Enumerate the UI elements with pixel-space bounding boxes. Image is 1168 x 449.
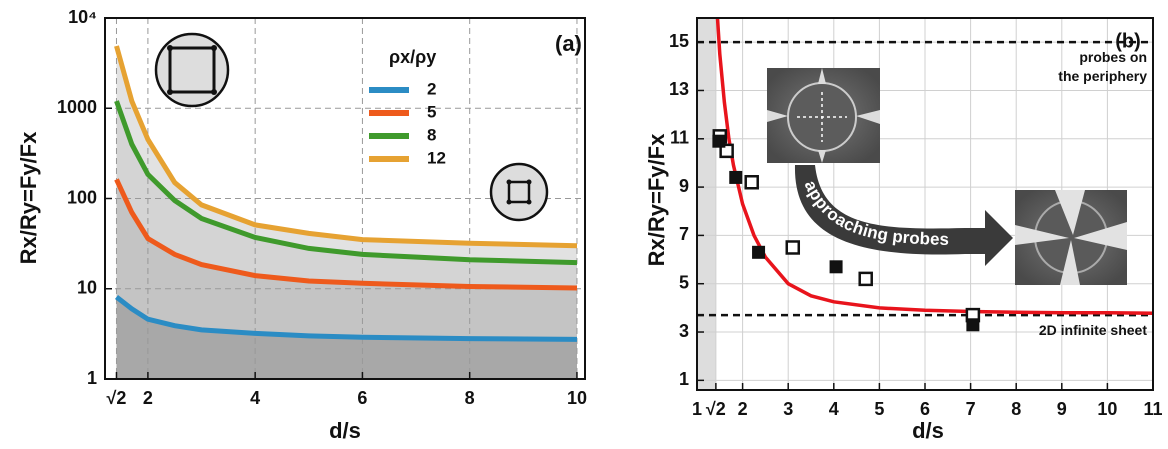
y-tick-label: 1000 xyxy=(57,97,97,117)
series-line xyxy=(114,295,578,342)
plot-area xyxy=(105,18,585,379)
y-tick-label: 13 xyxy=(669,79,689,99)
series-line xyxy=(114,45,578,249)
x-tick-label: 2 xyxy=(738,399,748,419)
series-line xyxy=(114,178,578,291)
series-line xyxy=(114,100,578,266)
x-axis-label: d/s xyxy=(912,418,944,443)
x-axis-label: d/s xyxy=(329,418,361,443)
x-tick-label: 7 xyxy=(966,399,976,419)
sem-image-wide-probes xyxy=(767,68,880,163)
filled-marker xyxy=(966,318,980,332)
y-tick-label: 10⁴ xyxy=(68,7,97,27)
arrow xyxy=(794,165,1013,266)
sem-image-close-probes xyxy=(1015,190,1127,285)
legend-title: ρx/ρy xyxy=(389,47,436,67)
open-marker xyxy=(744,175,759,190)
y-tick-label: 7 xyxy=(679,224,689,244)
filled-marker xyxy=(729,170,743,184)
chart-0: √2 2 4 6 8 10 1 10 100 1000 10⁴ d/s Rx/Ry=Fy/Fx ρx/ρy… xyxy=(16,7,587,443)
y-tick-label: 1 xyxy=(679,369,689,389)
x-tick-label: 5 xyxy=(874,399,884,419)
y-tick-label: 1 xyxy=(87,368,97,388)
legend-label: 12 xyxy=(427,148,446,167)
filled-marker xyxy=(829,260,843,274)
excluded-region xyxy=(697,18,716,390)
x-tick-label: 1 xyxy=(692,399,702,419)
series-line xyxy=(715,18,1153,315)
plot-area xyxy=(697,18,1153,390)
x-tick-label: 6 xyxy=(920,399,930,419)
y-tick-label: 100 xyxy=(67,187,97,207)
x-tick-label: 4 xyxy=(829,399,839,419)
x-tick-label: 4 xyxy=(250,388,260,408)
y-tick-label: 10 xyxy=(77,278,97,298)
x-tick-label: 9 xyxy=(1057,399,1067,419)
legend-label: 8 xyxy=(427,125,436,144)
y-tick-label: 3 xyxy=(679,321,689,341)
legend-label: 2 xyxy=(427,79,436,98)
reference-label: 2D infinite sheet xyxy=(1039,322,1147,338)
x-tick-label: √2 xyxy=(107,388,127,408)
open-marker xyxy=(785,240,801,255)
y-tick-label: 9 xyxy=(679,176,689,196)
filled-marker xyxy=(712,134,726,148)
x-tick-label: 8 xyxy=(465,388,475,408)
inset-icon-large xyxy=(154,32,230,108)
open-marker xyxy=(719,143,734,159)
x-tick-label: 2 xyxy=(143,388,153,408)
inset-icon-small xyxy=(489,162,549,222)
x-tick-label: 11 xyxy=(1143,399,1162,419)
legend-label: 5 xyxy=(427,102,436,121)
open-marker xyxy=(858,271,873,287)
area xyxy=(116,179,577,379)
x-tick-label: √2 xyxy=(706,399,726,419)
x-tick-label: 8 xyxy=(1011,399,1021,419)
panel-label: (b) xyxy=(1115,30,1141,52)
y-axis-label: Rx/Ry=Fy/Fx xyxy=(644,133,669,266)
panel-label: (a) xyxy=(555,31,582,56)
x-tick-label: 10 xyxy=(567,388,587,408)
y-tick-label: 11 xyxy=(670,128,689,148)
reference-label: probes on xyxy=(1079,49,1147,65)
x-tick-label: 3 xyxy=(783,399,793,419)
reference-label: the periphery xyxy=(1058,68,1147,84)
x-tick-label: 10 xyxy=(1097,399,1117,419)
y-tick-label: 15 xyxy=(669,31,689,51)
filled-marker xyxy=(752,245,766,259)
x-tick-label: 6 xyxy=(357,388,367,408)
y-tick-label: 5 xyxy=(679,272,689,292)
y-axis-label: Rx/Ry=Fy/Fx xyxy=(16,131,41,264)
